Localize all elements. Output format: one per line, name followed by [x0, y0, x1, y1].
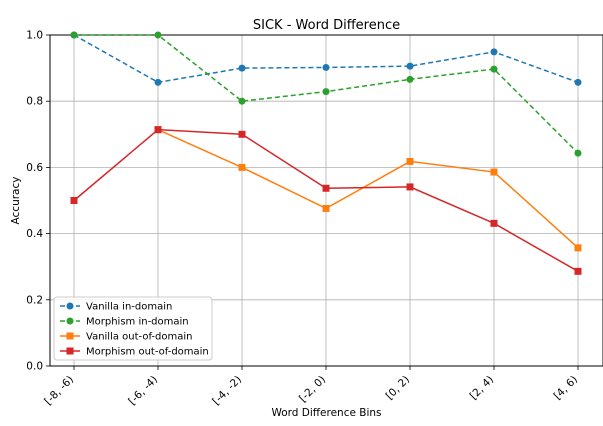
legend-label: Morphism in-domain [86, 317, 189, 328]
legend-item: Morphism in-domain [60, 317, 189, 328]
x-axis-label: Word Difference Bins [271, 407, 381, 419]
legend-marker [66, 302, 74, 310]
legend-label: Morphism out-of-domain [86, 347, 209, 358]
data-point [490, 219, 498, 227]
y-tick-label: 0.4 [26, 228, 43, 240]
legend-marker [66, 332, 74, 340]
series-morphism-in-domain [70, 31, 582, 157]
data-point [490, 65, 498, 73]
data-point [238, 163, 246, 171]
series-lines [70, 31, 582, 275]
data-point [406, 62, 414, 70]
data-point [154, 126, 162, 134]
data-point [322, 63, 330, 71]
data-point [238, 97, 246, 105]
data-point [322, 184, 330, 192]
data-point [406, 183, 414, 191]
x-tick-label: [2, 4) [468, 374, 496, 402]
x-tick-label: [-2, 0) [297, 374, 328, 405]
legend-box [53, 296, 213, 361]
data-point [322, 204, 330, 212]
data-point [574, 149, 582, 157]
series-morphism-out-of-domain [70, 126, 582, 275]
legend-item: Morphism out-of-domain [60, 347, 209, 358]
data-point [406, 157, 414, 165]
data-point [574, 267, 582, 275]
y-tick-label: 0.6 [26, 162, 43, 174]
legend-label: Vanilla in-domain [86, 302, 172, 313]
y-tick-label: 0.8 [26, 96, 43, 108]
data-point [490, 48, 498, 56]
data-point [238, 130, 246, 138]
x-tick-label: [4, 6) [552, 374, 580, 402]
x-tick-label: [0, 2) [384, 374, 412, 402]
series-vanilla-out-of-domain [154, 126, 582, 252]
data-point [70, 197, 78, 204]
plot-frame [49, 34, 603, 367]
y-tick-label: 1.0 [26, 30, 43, 42]
y-axis-label: Accuracy [10, 177, 22, 225]
y-tick-label: 0.0 [26, 361, 43, 373]
x-tick-label: [-4, -2) [210, 374, 244, 408]
legend-item: Vanilla out-of-domain [60, 332, 193, 343]
chart-title: SICK - Word Difference [253, 18, 400, 33]
series-line [157, 128, 579, 249]
data-point [406, 75, 414, 83]
y-tick-label: 0.2 [26, 294, 43, 306]
data-point [574, 78, 582, 86]
data-point [490, 168, 498, 176]
x-tick-label: [-8, -6) [42, 374, 76, 408]
legend: Vanilla in-domain Morphism in-domain Vanil… [53, 296, 213, 361]
data-point [322, 88, 330, 96]
legend-item: Vanilla in-domain [60, 302, 172, 313]
data-point [574, 244, 582, 252]
legend-marker [66, 317, 74, 325]
data-point [238, 64, 246, 72]
data-point [70, 31, 78, 39]
data-point [154, 31, 162, 39]
legend-marker [66, 347, 74, 355]
data-point [154, 78, 162, 86]
legend-label: Vanilla out-of-domain [86, 332, 193, 343]
x-tick-label: [-6, -4) [126, 374, 160, 408]
